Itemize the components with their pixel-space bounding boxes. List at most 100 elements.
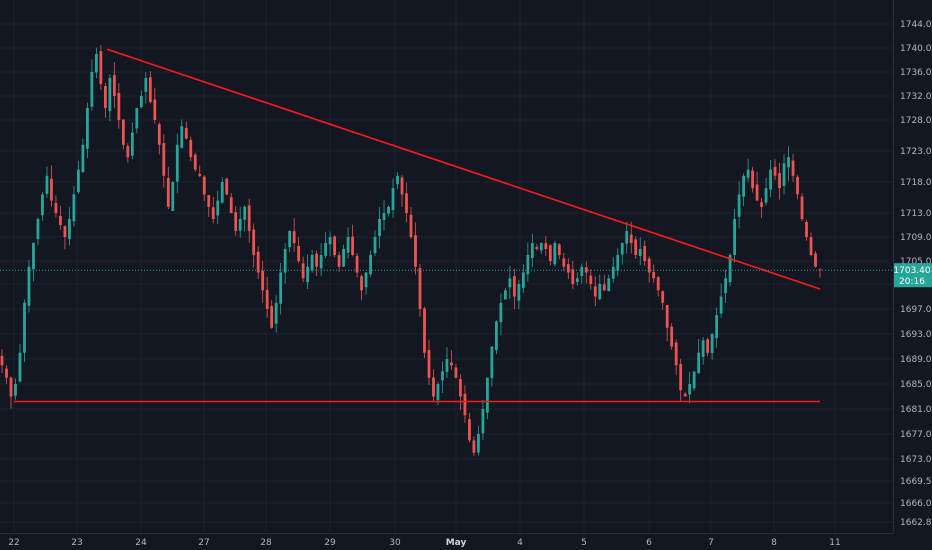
price-axis[interactable]: 1744.00 1740.00 1736.00 1732.00 1728.00 1723.…	[900, 20, 932, 528]
candle-body	[575, 278, 579, 283]
candle-body	[733, 219, 736, 255]
candle-body	[701, 340, 705, 357]
candle-body	[769, 169, 772, 190]
candle-body	[719, 296, 723, 314]
candle-body	[728, 255, 732, 283]
candle-body	[423, 308, 426, 353]
candle-body	[674, 342, 678, 366]
candle-body	[598, 284, 602, 300]
candle-body	[162, 143, 166, 176]
candle-body	[265, 289, 269, 309]
candle-body	[50, 178, 53, 201]
candle-body	[333, 236, 336, 255]
candle-body	[409, 214, 413, 237]
candle-body	[436, 384, 440, 401]
candle-body	[616, 255, 620, 271]
candle-body	[27, 266, 31, 306]
candle-body	[625, 231, 629, 244]
last-price-label: 1703.40	[893, 266, 930, 276]
x-tick-label: 6	[646, 538, 652, 548]
candle-body	[486, 377, 489, 413]
candle-body	[584, 267, 588, 273]
candle-body	[81, 144, 85, 172]
candle-body	[611, 266, 615, 279]
candle-body	[54, 202, 58, 213]
candle-body	[292, 231, 296, 243]
candle-body	[351, 236, 354, 255]
candle-body	[68, 219, 71, 240]
candle-body	[9, 377, 13, 397]
candle-body	[153, 99, 157, 120]
time-axis[interactable]: 22 23 24 27 28 29 30 May 4 5 6 7 8 11	[8, 538, 840, 548]
candle-body	[553, 243, 557, 265]
candle-body	[508, 278, 512, 288]
y-tick-label: 1697.00	[900, 305, 932, 315]
trendlines[interactable]	[14, 48, 821, 403]
candle-body	[814, 253, 817, 267]
candle-body	[647, 258, 651, 273]
y-tick-label: 1685.00	[900, 380, 932, 390]
trendline-descending-resistance[interactable]	[106, 48, 821, 290]
candle-body	[782, 163, 786, 187]
candle-body	[634, 239, 638, 255]
candle-body	[670, 326, 674, 347]
y-tick-label: 1677.00	[900, 430, 932, 440]
x-tick-label: 30	[389, 538, 401, 548]
countdown-label: 20:16	[899, 277, 925, 287]
candle-body	[571, 269, 575, 284]
candle-body	[773, 166, 777, 176]
y-tick-label: 1728.00	[900, 116, 932, 126]
candle-body	[324, 243, 327, 256]
y-tick-label: 1723.00	[900, 147, 932, 157]
y-tick-label: 1662.80	[900, 518, 932, 528]
candle-body	[175, 144, 179, 182]
candle-body	[459, 379, 462, 397]
candle-body	[63, 226, 67, 237]
candle-body	[32, 243, 35, 270]
y-tick-label: 1705.00	[900, 257, 932, 267]
candle-body	[517, 284, 521, 301]
candle-body	[697, 352, 701, 374]
candle-body	[391, 188, 395, 210]
candle-body	[715, 315, 719, 339]
candle-body	[373, 237, 377, 254]
candle-body	[23, 302, 26, 353]
candle-body	[211, 207, 215, 219]
candle-body	[378, 219, 381, 236]
candle-body	[593, 286, 597, 297]
candle-body	[220, 182, 224, 203]
x-tick-label: 23	[71, 538, 82, 548]
x-tick-label: 7	[708, 538, 714, 548]
candle-body	[414, 235, 417, 267]
candle-body	[620, 243, 624, 255]
candle-body	[418, 268, 422, 309]
candle-body	[130, 132, 134, 156]
last-price-badge: 1703.40 20:16	[893, 263, 932, 288]
candle-body	[787, 157, 790, 168]
candle-body	[234, 212, 238, 231]
candle-body	[360, 276, 363, 291]
candle-body	[652, 271, 656, 279]
y-tick-label: 1689.00	[900, 355, 932, 365]
candle-body	[144, 78, 148, 92]
y-tick-label: 1718.00	[900, 178, 932, 188]
candle-body	[548, 245, 552, 261]
candle-body	[306, 266, 310, 283]
candle-body	[535, 247, 539, 249]
candle-body	[809, 237, 813, 255]
y-tick-label: 1666.00	[900, 499, 932, 509]
candle-body	[760, 202, 763, 207]
y-tick-label: 1732.00	[900, 92, 932, 102]
candle-body	[477, 434, 480, 453]
candle-body	[364, 272, 368, 288]
candle-body	[562, 258, 566, 267]
y-tick-label: 1740.00	[900, 44, 932, 54]
candle-body	[72, 194, 76, 222]
candle-body	[589, 275, 593, 284]
candle-body	[342, 249, 345, 267]
candle-body	[310, 255, 314, 271]
candle-body	[86, 108, 89, 149]
candle-body	[710, 334, 714, 353]
candle-body	[530, 243, 534, 258]
